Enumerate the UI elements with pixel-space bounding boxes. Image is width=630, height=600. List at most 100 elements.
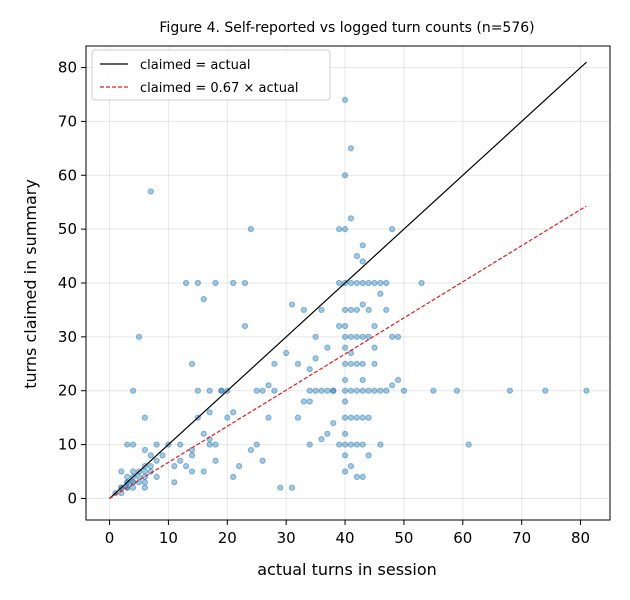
- data-point: [353, 473, 360, 481]
- data-point: [341, 344, 349, 351]
- data-point: [383, 387, 390, 394]
- data-point: [341, 430, 349, 437]
- data-point: [353, 441, 360, 448]
- data-point: [230, 473, 237, 481]
- data-point: [188, 468, 196, 475]
- data-point: [159, 452, 166, 459]
- data-point: [359, 387, 366, 394]
- data-point: [359, 441, 366, 448]
- data-point: [218, 387, 225, 394]
- data-point: [130, 441, 137, 448]
- data-point: [359, 258, 366, 265]
- chart-title: Figure 4. Self-reported vs logged turn c…: [159, 20, 534, 36]
- data-point: [394, 376, 402, 384]
- data-point: [141, 484, 148, 491]
- y-tick-label: 20: [58, 382, 77, 400]
- data-point: [265, 382, 272, 389]
- data-point: [306, 366, 313, 373]
- data-point: [341, 172, 349, 179]
- data-point: [341, 226, 349, 233]
- data-point: [224, 414, 231, 421]
- data-point: [153, 457, 160, 464]
- data-point: [341, 376, 349, 384]
- x-tick-label: 10: [159, 529, 178, 547]
- data-point: [318, 387, 325, 394]
- legend: claimed = actual claimed = 0.67 × actual: [91, 49, 331, 101]
- data-point: [341, 468, 349, 475]
- data-point: [147, 188, 154, 195]
- data-point: [153, 441, 160, 448]
- data-point: [135, 333, 143, 340]
- data-point: [341, 398, 349, 405]
- data-point: [353, 306, 360, 314]
- y-tick-label: 50: [58, 220, 77, 238]
- data-point: [247, 226, 254, 233]
- data-point: [359, 333, 366, 340]
- x-tick-label: 50: [394, 529, 413, 547]
- legend-box: [91, 49, 331, 101]
- y-tick-label: 0: [67, 489, 77, 507]
- data-point: [353, 333, 360, 340]
- data-point: [353, 279, 360, 287]
- data-point: [259, 387, 266, 394]
- data-point: [341, 441, 349, 448]
- data-point: [188, 452, 196, 459]
- data-point: [306, 398, 313, 405]
- data-point: [253, 441, 260, 448]
- data-point: [118, 468, 125, 475]
- data-point: [294, 360, 302, 367]
- legend-label-actual: claimed = actual: [140, 58, 250, 73]
- data-point: [336, 279, 343, 287]
- y-tick-label: 40: [58, 274, 77, 292]
- data-point: [141, 414, 148, 421]
- data-point: [171, 463, 178, 470]
- data-point: [324, 430, 331, 437]
- data-point: [377, 441, 384, 448]
- data-point: [377, 279, 384, 287]
- data-point: [235, 463, 243, 470]
- data-point: [312, 387, 319, 394]
- data-point: [341, 387, 349, 394]
- data-point: [241, 322, 249, 330]
- data-point: [130, 387, 137, 394]
- data-point: [341, 452, 349, 459]
- data-point: [453, 387, 461, 394]
- y-tick-label: 60: [58, 166, 77, 184]
- data-point: [206, 387, 213, 394]
- data-point: [265, 414, 272, 421]
- data-point: [341, 333, 349, 340]
- data-point: [371, 387, 378, 394]
- x-tick-label: 40: [336, 529, 355, 547]
- x-tick-label: 20: [218, 529, 237, 547]
- data-point: [341, 96, 349, 103]
- data-point: [318, 306, 325, 314]
- data-points: [112, 96, 590, 497]
- data-point: [330, 419, 337, 427]
- data-point: [288, 301, 296, 308]
- data-point: [347, 215, 355, 222]
- data-point: [147, 452, 154, 459]
- data-point: [259, 457, 266, 464]
- data-point: [347, 414, 355, 421]
- y-tick-label: 10: [58, 436, 77, 454]
- x-tick-label: 30: [277, 529, 296, 547]
- data-point: [247, 446, 254, 454]
- data-point: [341, 306, 349, 314]
- data-point: [212, 457, 219, 464]
- data-point: [341, 414, 349, 421]
- data-point: [200, 468, 207, 475]
- axis-ticks: 0 10 20 30 40 50 60 70 80 0 10 20 30 40 50 60 70 80: [58, 59, 590, 547]
- data-point: [330, 387, 337, 394]
- y-tick-label: 80: [58, 59, 77, 77]
- data-point: [271, 360, 278, 367]
- data-point: [200, 296, 207, 303]
- data-point: [182, 463, 190, 470]
- line-claimed-ratio: [109, 205, 587, 499]
- data-point: [347, 349, 355, 357]
- data-point: [306, 441, 313, 448]
- data-point: [383, 306, 390, 314]
- data-point: [365, 452, 372, 459]
- data-point: [300, 306, 307, 314]
- data-point: [141, 468, 148, 475]
- data-point: [194, 387, 201, 394]
